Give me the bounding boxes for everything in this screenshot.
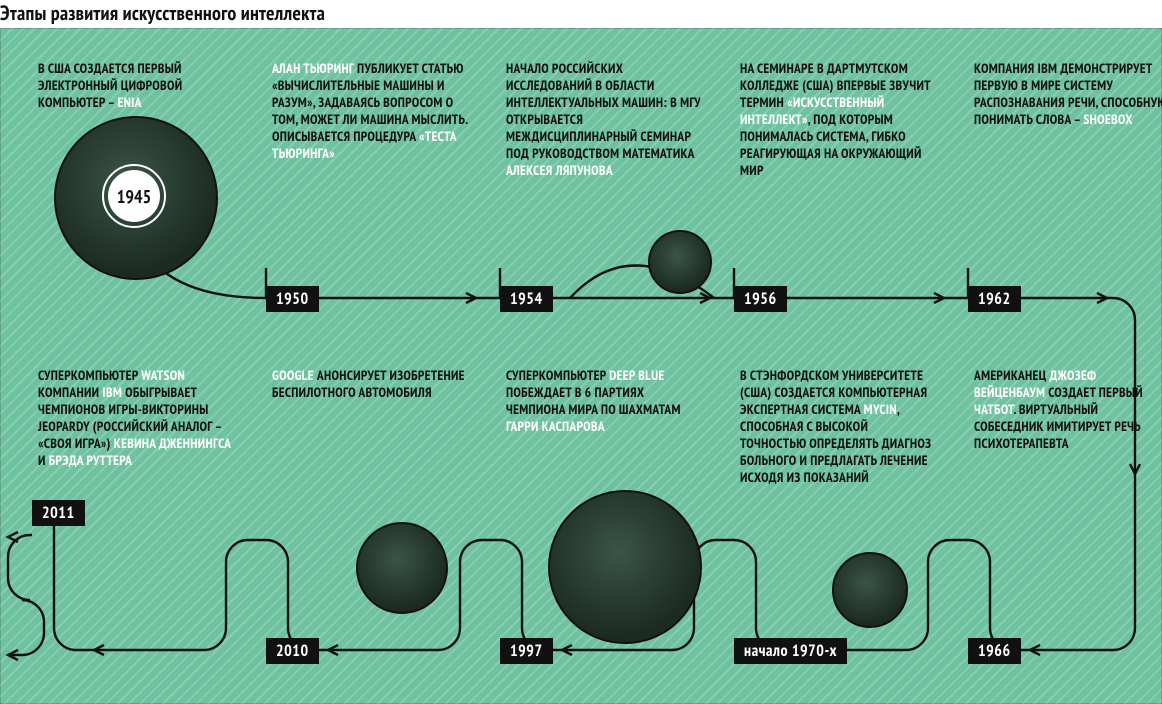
- year-label: 1950: [266, 286, 319, 312]
- year-label: 1954: [500, 286, 553, 312]
- year-label: начало 1970-х: [734, 638, 847, 664]
- event-text: GOOGLE АНОНСИРУЕТ ИЗОБРЕТЕНИЕ БЕСПИЛОТНО…: [272, 367, 468, 401]
- milestone-circle: [548, 490, 702, 644]
- year-chip: 1945: [108, 170, 160, 222]
- year-label: 1997: [500, 638, 553, 664]
- event-text: СУПЕРКОМПЬЮТЕР WATSON КОМПАНИИ IBM ОБЫГР…: [38, 367, 234, 469]
- event-text: АМЕРИКАНЕЦ ДЖОЗЕФ ВЕЙЦЕНБАУМ СОЗДАЕТ ПЕР…: [974, 367, 1162, 452]
- year-label: 1956: [734, 286, 787, 312]
- event-text: СУПЕРКОМПЬЮТЕР DEEP BLUE ПОБЕЖДАЕТ В 6 П…: [506, 367, 702, 435]
- milestone-circle: [832, 552, 908, 628]
- event-text: В США СОЗДАЕТСЯ ПЕРВЫЙ ЭЛЕКТРОННЫЙ ЦИФРО…: [38, 60, 234, 111]
- year-label: 2010: [266, 638, 319, 664]
- year-label: 2011: [32, 500, 85, 526]
- milestone-circle: [356, 522, 448, 614]
- event-text: НАЧАЛО РОССИЙСКИХ ИССЛЕДОВАНИЙ В ОБЛАСТИ…: [506, 60, 702, 179]
- event-text: В СТЭНФОРДСКОМ УНИВЕРСИТЕТЕ (США) СОЗДАЕ…: [740, 367, 936, 486]
- year-label: 1966: [968, 638, 1021, 664]
- event-text: КОМПАНИЯ IBM ДЕМОНСТРИРУЕТ ПЕРВУЮ В МИРЕ…: [974, 60, 1162, 128]
- page-title: Этапы развития искусственного интеллекта: [0, 0, 1162, 26]
- event-text: НА СЕМИНАРЕ В ДАРТМУТСКОМ КОЛЛЕДЖЕ (США)…: [740, 60, 936, 179]
- year-label: 1962: [968, 286, 1021, 312]
- milestone-circle: [648, 230, 712, 294]
- infographic-canvas: В США СОЗДАЕТСЯ ПЕРВЫЙ ЭЛЕКТРОННЫЙ ЦИФРО…: [0, 28, 1162, 704]
- event-text: АЛАН ТЬЮРИНГ ПУБЛИКУЕТ СТАТЬЮ «ВЫЧИСЛИТЕ…: [272, 60, 468, 162]
